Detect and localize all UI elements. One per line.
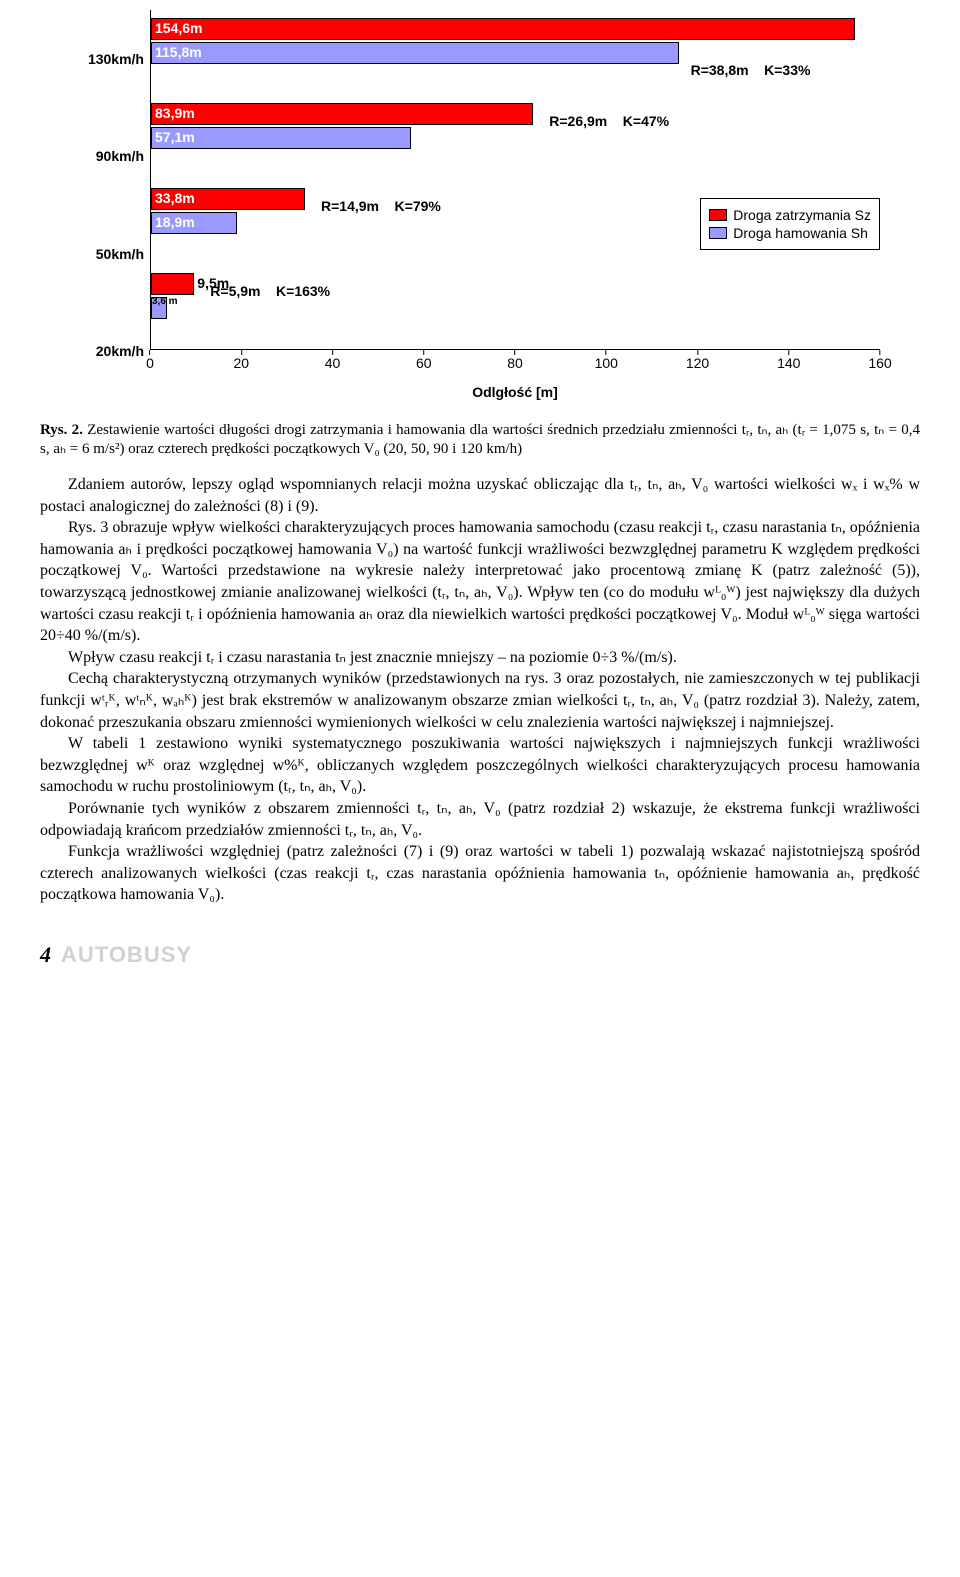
chart-x-tick: 60	[416, 350, 432, 371]
chart-x-tick: 120	[686, 350, 709, 371]
chart-x-tick: 20	[233, 350, 249, 371]
figure-caption-text: Zestawienie wartości długości drogi zatr…	[40, 422, 920, 457]
chart-annotation: R=5,9m K=163%	[210, 283, 330, 299]
chart-x-tick-label: 100	[595, 355, 618, 371]
figure-chart: 130km/h90km/h50km/h20km/h Droga zatrzyma…	[80, 10, 880, 400]
chart-x-tick: 160	[868, 350, 891, 371]
chart-bar-red	[151, 273, 194, 295]
chart-x-tick-label: 120	[686, 355, 709, 371]
chart-bar-red	[151, 103, 533, 125]
chart-y-label: 50km/h	[80, 205, 150, 303]
chart-bar-value: 33,8m	[155, 190, 195, 206]
paragraph: Zdaniem autorów, lepszy ogląd wspomniany…	[40, 474, 920, 517]
chart-x-tick-label: 20	[233, 355, 249, 371]
paragraph: Rys. 3 obrazuje wpływ wielkości charakte…	[40, 517, 920, 647]
chart-x-tick-label: 140	[777, 355, 800, 371]
chart-x-tick-label: 60	[416, 355, 432, 371]
chart-x-tick-label: 160	[868, 355, 891, 371]
paragraph: Cechą charakterystyczną otrzymanych wyni…	[40, 668, 920, 733]
chart-category: 33,8m 18,9m R=14,9m K=79%	[151, 186, 880, 259]
chart-x-tick: 100	[595, 350, 618, 371]
paragraph: Wpływ czasu reakcji tᵣ i czasu narastani…	[40, 647, 920, 669]
chart-x-tick-label: 0	[146, 355, 154, 371]
chart-annotation: R=38,8m K=33%	[691, 62, 811, 78]
chart-bar-value: 115,8m	[155, 44, 202, 60]
figure-caption: Rys. 2. Zestawienie wartości długości dr…	[40, 420, 920, 458]
chart-bar-value: 57,1m	[155, 129, 195, 145]
figure-caption-prefix: Rys. 2.	[40, 422, 83, 438]
chart-bar-red	[151, 18, 855, 40]
chart-x-tick: 0	[146, 350, 154, 371]
chart-x-tick-label: 80	[507, 355, 523, 371]
chart-bar-value: 18,9m	[155, 214, 195, 230]
chart-annotation: R=26,9m K=47%	[549, 113, 669, 129]
chart-bar-blue	[151, 42, 679, 64]
chart-y-label: 20km/h	[80, 303, 150, 401]
paragraph: W tabeli 1 zestawiono wyniki systematycz…	[40, 733, 920, 798]
chart-bar-value: 83,9m	[155, 105, 195, 121]
chart-annotation: R=14,9m K=79%	[321, 198, 441, 214]
chart-x-tick: 80	[507, 350, 523, 371]
chart-y-label: 90km/h	[80, 108, 150, 206]
paragraph: Porównanie tych wyników z obszarem zmien…	[40, 798, 920, 841]
chart-category: 9,5m3,6 mR=5,9m K=163%	[151, 271, 880, 344]
paragraph: Funkcja wrażliwości względniej (patrz za…	[40, 841, 920, 906]
chart-x-axis-title: Odlgłość [m]	[150, 384, 880, 400]
page-number: 4	[40, 942, 51, 968]
chart-x-axis: 020406080100120140160	[150, 350, 880, 380]
chart-bar-value: 154,6m	[155, 20, 202, 36]
chart-x-tick-label: 40	[325, 355, 341, 371]
chart-y-axis-labels: 130km/h90km/h50km/h20km/h	[80, 10, 150, 400]
chart-bar-value: 3,6 m	[152, 297, 170, 306]
chart-category: 83,9m 57,1m R=26,9m K=47%	[151, 101, 880, 174]
magazine-name: AUTOBUSY	[61, 942, 192, 968]
chart-x-tick: 40	[325, 350, 341, 371]
chart-y-label: 130km/h	[80, 10, 150, 108]
chart-plot-area: Droga zatrzymania SzDroga hamowania Sh 1…	[150, 10, 880, 350]
body-text: Zdaniem autorów, lepszy ogląd wspomniany…	[40, 474, 920, 906]
chart-category: 154,6m 115,8m R=38,8m K=33%	[151, 16, 880, 89]
chart-x-tick: 140	[777, 350, 800, 371]
page-footer: 4 AUTOBUSY	[40, 942, 920, 968]
